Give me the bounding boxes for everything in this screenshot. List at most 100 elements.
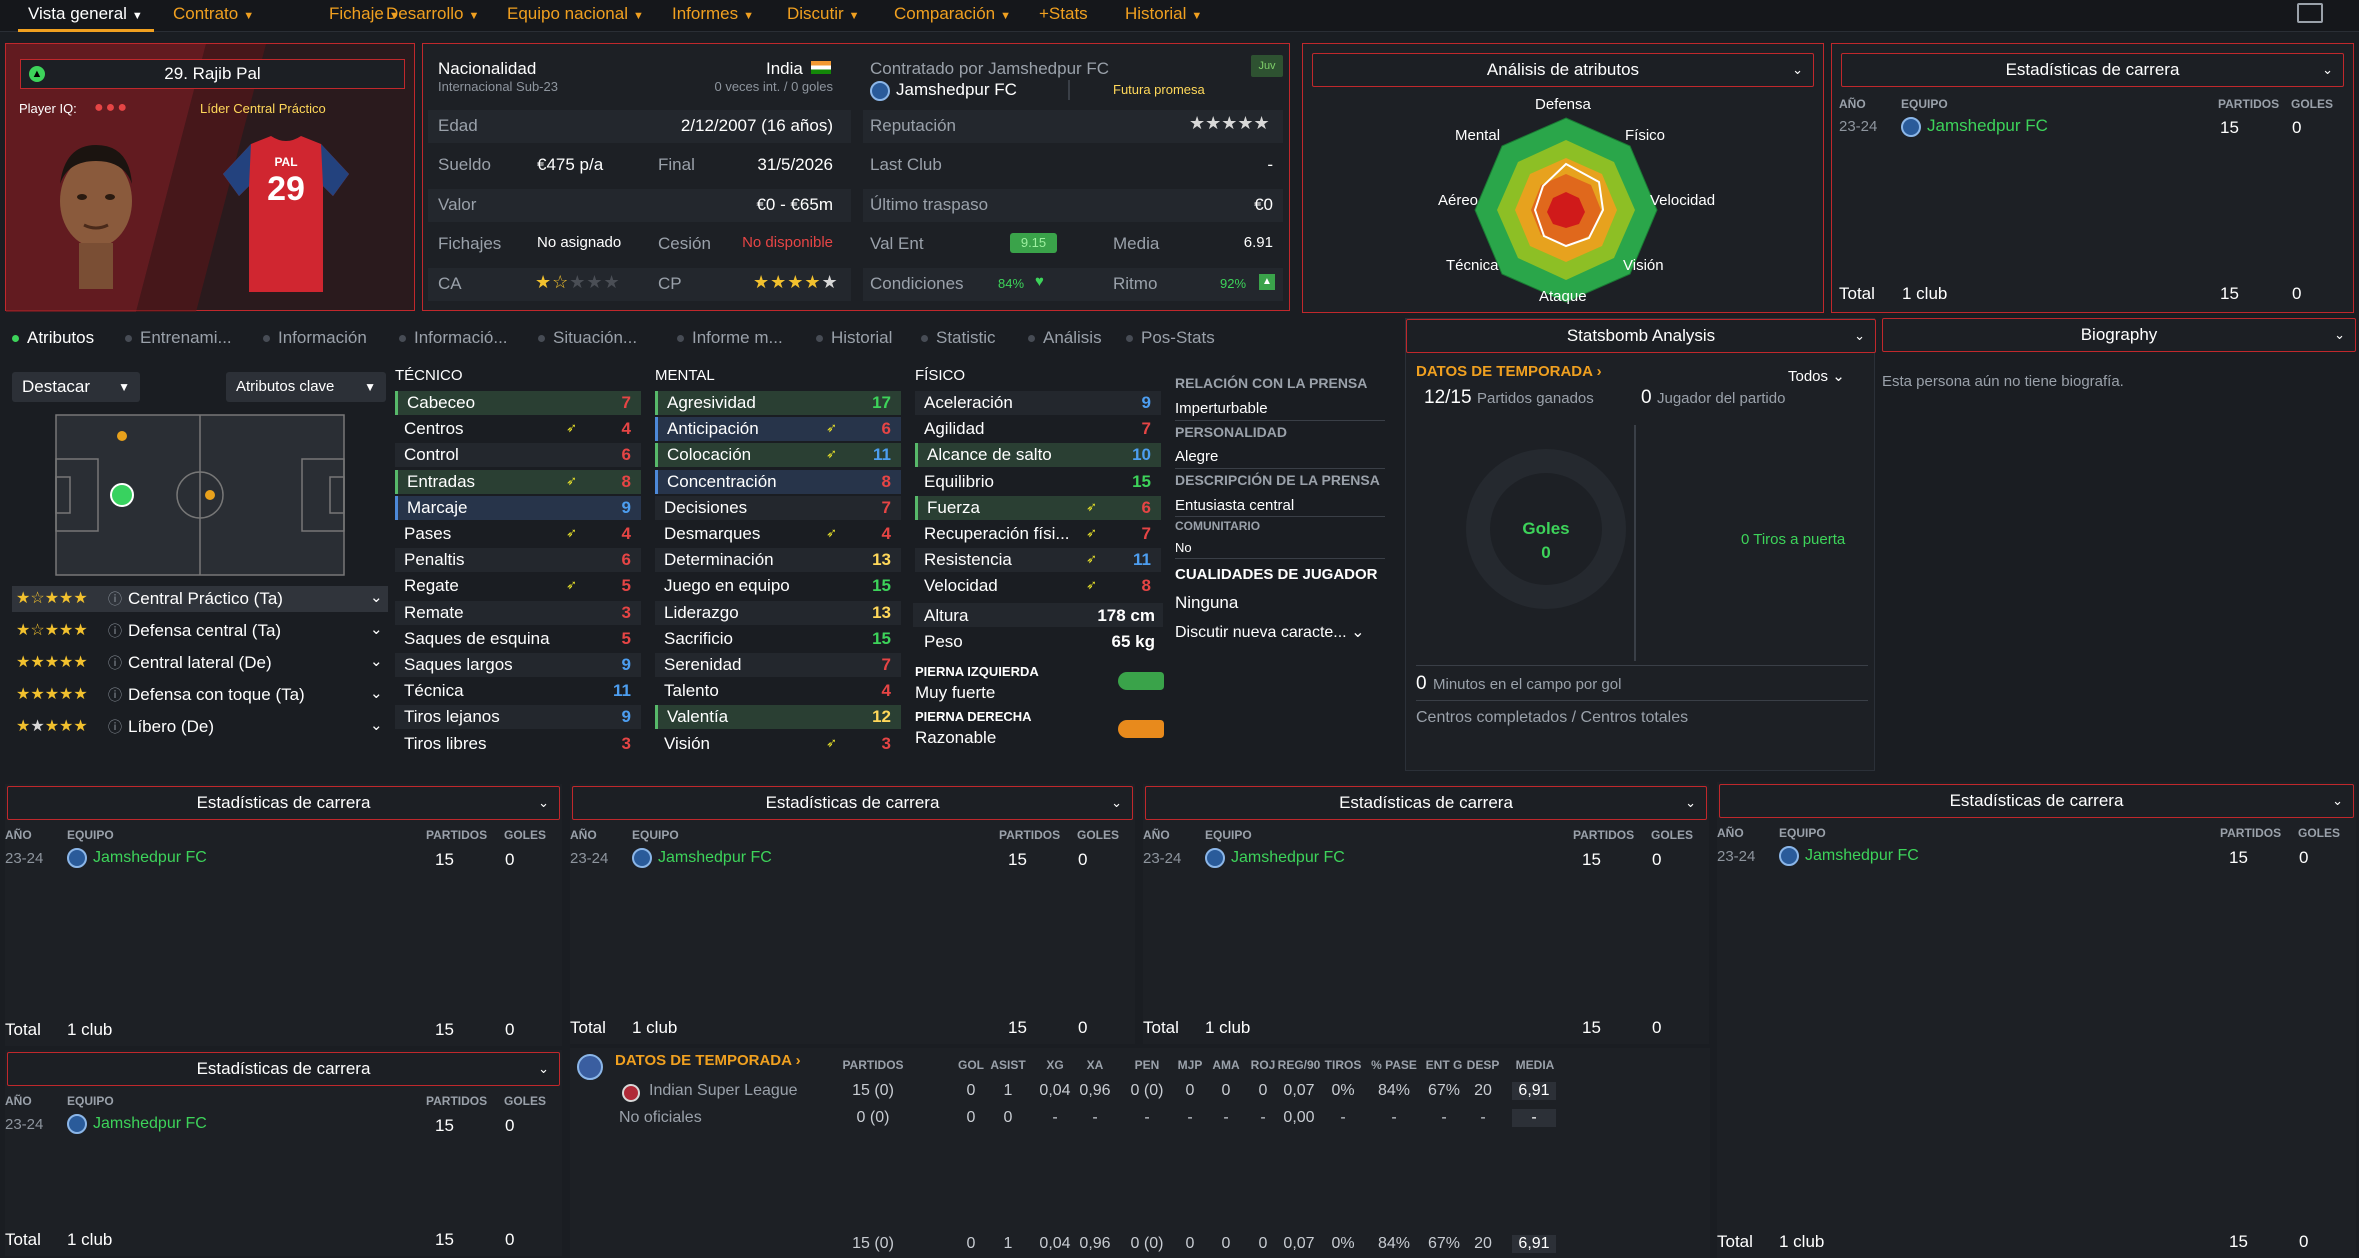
tab-informacion-2[interactable]: Informació... xyxy=(399,328,508,348)
tab-informe-medico[interactable]: Informe m... xyxy=(677,328,783,348)
attribute-row[interactable]: Anticipación ➶ 6 xyxy=(655,417,901,442)
attribute-row[interactable]: Recuperación físi... ➶ 7 xyxy=(915,522,1161,546)
attribute-row[interactable]: Control 6 xyxy=(395,443,641,468)
position-row[interactable]: ★★★★★ ⓘ Defensa con toque (Ta) ⌄ xyxy=(12,682,388,708)
career-stats-dropdown[interactable]: Estadísticas de carrera ⌄ xyxy=(7,786,560,820)
position-row[interactable]: ★★★★★ ⓘ Líbero (De) ⌄ xyxy=(12,714,388,740)
attribute-row[interactable]: Tiros lejanos 9 xyxy=(395,705,641,730)
attribute-row[interactable]: Colocación ➶ 11 xyxy=(655,443,901,468)
attribute-row[interactable]: Visión ➶ 3 xyxy=(655,732,901,756)
tab-statistic[interactable]: Statistic xyxy=(921,328,996,348)
attribute-row[interactable]: Concentración 8 xyxy=(655,469,901,494)
info-icon[interactable]: ⓘ xyxy=(108,591,122,607)
chevron-down-icon[interactable]: ⌄ xyxy=(370,717,383,734)
attribute-row[interactable]: Saques largos 9 xyxy=(395,653,641,677)
attribute-row[interactable]: Alcance de salto 10 xyxy=(915,443,1161,468)
attribute-row[interactable]: Técnica 11 xyxy=(395,679,641,703)
nav-fichaje[interactable]: Fichaje ▼ xyxy=(329,4,400,23)
tab-informacion[interactable]: Información xyxy=(263,328,367,348)
career-stats-dropdown[interactable]: Estadísticas de carrera ⌄ xyxy=(572,786,1133,820)
attribute-row[interactable]: Pases ➶ 4 xyxy=(395,522,641,546)
career-stats-dropdown[interactable]: Estadísticas de carrera ⌄ xyxy=(1719,784,2354,818)
tab-pos-stats[interactable]: Pos-Stats xyxy=(1126,328,1215,348)
season-link[interactable]: DATOS DE TEMPORADA › xyxy=(615,1052,801,1069)
attribute-row[interactable]: Desmarques ➶ 4 xyxy=(655,522,901,546)
attribute-row[interactable]: Liderazgo 13 xyxy=(655,600,901,625)
last-transfer-value: €0 xyxy=(1254,195,1273,214)
career-team[interactable]: Jamshedpur FC xyxy=(1779,846,1919,866)
contract-club[interactable]: Jamshedpur FC xyxy=(870,80,1017,101)
attribute-row[interactable]: Agresividad 17 xyxy=(655,391,901,415)
attribute-row[interactable]: Agilidad 7 xyxy=(915,417,1161,441)
attribute-row[interactable]: Marcaje 9 xyxy=(395,495,641,520)
nav-discutir[interactable]: Discutir ▼ xyxy=(787,4,860,23)
position-row[interactable]: ★★★★★ ⓘ Central lateral (De) ⌄ xyxy=(12,650,388,676)
attribute-row[interactable]: Equilibrio 15 xyxy=(915,470,1161,494)
attribute-row[interactable]: Aceleración 9 xyxy=(915,391,1161,415)
career-stats-dropdown[interactable]: Estadísticas de carrera ⌄ xyxy=(1145,786,1707,820)
nationality-value[interactable]: India xyxy=(766,59,803,78)
attribute-row[interactable]: Centros ➶ 4 xyxy=(395,417,641,441)
attribute-row[interactable]: Velocidad ➶ 8 xyxy=(915,574,1161,598)
player-name-box[interactable]: ▲ 29. Rajib Pal xyxy=(20,59,405,89)
position-row[interactable]: ★☆★★★ ⓘ Defensa central (Ta) ⌄ xyxy=(12,618,388,644)
discuss-trait-button[interactable]: Discutir nueva caracte... ⌄ xyxy=(1175,624,1365,641)
chevron-down-icon[interactable]: ⌄ xyxy=(370,685,383,702)
career-team[interactable]: Jamshedpur FC xyxy=(1205,848,1345,868)
attribute-row[interactable]: Cabeceo 7 xyxy=(395,391,641,415)
competition-name[interactable]: Indian Super League xyxy=(649,1082,798,1099)
attribute-row[interactable]: Talento 4 xyxy=(655,679,901,703)
position-row[interactable]: ★☆★★★ ⓘ Central Práctico (Ta) ⌄ xyxy=(12,586,388,612)
career-team[interactable]: Jamshedpur FC xyxy=(67,848,207,868)
nav-vista-general[interactable]: Vista general ▼ xyxy=(28,4,143,23)
statsbomb-dropdown[interactable]: Statsbomb Analysis ⌄ xyxy=(1406,319,1876,353)
career-stats-dropdown[interactable]: Estadísticas de carrera ⌄ xyxy=(1841,53,2344,87)
highlight-dropdown[interactable]: Destacar ▼ xyxy=(12,372,140,402)
competition-name[interactable]: No oficiales xyxy=(619,1109,702,1126)
monitor-icon[interactable] xyxy=(2297,3,2323,23)
tab-atributos[interactable]: Atributos xyxy=(12,328,94,348)
attribute-row[interactable]: Determinación 13 xyxy=(655,548,901,573)
nav-comparacion[interactable]: Comparación ▼ xyxy=(894,4,1011,23)
career-stats-dropdown[interactable]: Estadísticas de carrera ⌄ xyxy=(7,1052,560,1086)
biography-dropdown[interactable]: Biography ⌄ xyxy=(1882,318,2356,352)
tab-entrenamiento[interactable]: Entrenami... xyxy=(125,328,232,348)
attribute-row[interactable]: Regate ➶ 5 xyxy=(395,574,641,598)
key-attributes-dropdown[interactable]: Atributos clave ▼ xyxy=(226,372,386,402)
season-data-link[interactable]: DATOS DE TEMPORADA › xyxy=(1416,363,1602,380)
attribute-row[interactable]: Saques de esquina 5 xyxy=(395,627,641,651)
attribute-row[interactable]: Penaltis 6 xyxy=(395,548,641,573)
attribute-row[interactable]: Tiros libres 3 xyxy=(395,732,641,756)
chevron-down-icon[interactable]: ⌄ xyxy=(370,589,383,606)
career-team[interactable]: Jamshedpur FC xyxy=(67,1114,207,1134)
tab-historial[interactable]: Historial xyxy=(816,328,892,348)
career-team[interactable]: Jamshedpur FC xyxy=(1901,116,2048,137)
attribute-row[interactable]: Valentía 12 xyxy=(655,705,901,730)
nav-contrato[interactable]: Contrato ▼ xyxy=(173,4,255,23)
tab-analisis[interactable]: Análisis xyxy=(1028,328,1102,348)
nav-stats[interactable]: +Stats xyxy=(1039,4,1088,23)
attribute-row[interactable]: Sacrificio 15 xyxy=(655,627,901,651)
info-icon[interactable]: ⓘ xyxy=(108,623,122,639)
attribute-row[interactable]: Serenidad 7 xyxy=(655,653,901,677)
attribute-row[interactable]: Decisiones 7 xyxy=(655,495,901,520)
nav-historial[interactable]: Historial ▼ xyxy=(1125,4,1203,23)
training-arrow-icon: ➶ xyxy=(566,420,577,436)
filter-dropdown[interactable]: Todos ⌄ xyxy=(1788,368,1845,385)
tab-situacion[interactable]: Situación... xyxy=(538,328,637,348)
nav-equipo-nacional[interactable]: Equipo nacional ▼ xyxy=(507,4,644,23)
chevron-down-icon[interactable]: ⌄ xyxy=(370,653,383,670)
career-team[interactable]: Jamshedpur FC xyxy=(632,848,772,868)
info-icon[interactable]: ⓘ xyxy=(108,655,122,671)
attribute-row[interactable]: Remate 3 xyxy=(395,600,641,625)
info-icon[interactable]: ⓘ xyxy=(108,719,122,735)
attribute-row[interactable]: Juego en equipo 15 xyxy=(655,574,901,598)
nav-desarrollo[interactable]: Desarrollo ▼ xyxy=(386,4,480,23)
attribute-row[interactable]: Entradas ➶ 8 xyxy=(395,469,641,494)
nav-informes[interactable]: Informes ▼ xyxy=(672,4,755,23)
attribute-analysis-dropdown[interactable]: Análisis de atributos ⌄ xyxy=(1312,53,1814,87)
attribute-row[interactable]: Fuerza ➶ 6 xyxy=(915,495,1161,520)
chevron-down-icon[interactable]: ⌄ xyxy=(370,621,383,638)
attribute-row[interactable]: Resistencia ➶ 11 xyxy=(915,548,1161,573)
info-icon[interactable]: ⓘ xyxy=(108,687,122,703)
